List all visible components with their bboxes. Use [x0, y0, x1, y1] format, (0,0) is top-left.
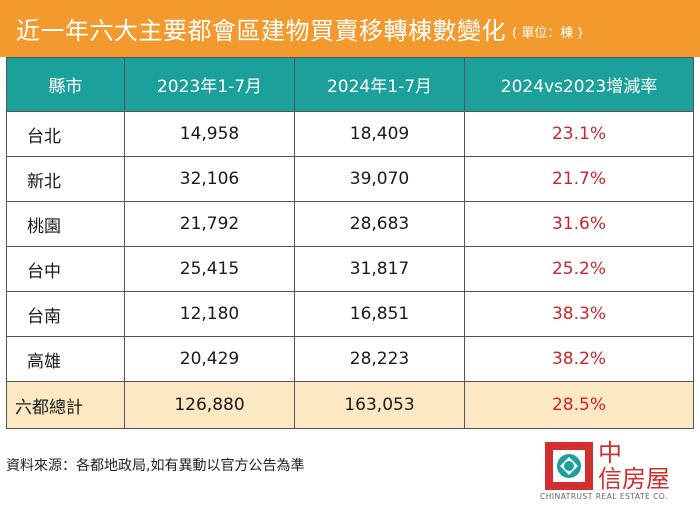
city-cell: 台南 — [6, 291, 125, 337]
title-bar: 近一年六大主要都會區建物買賣移轉棟數變化 ( 單位：棟 ) — [0, 0, 700, 57]
table-row: 台南 12,180 16,851 38.3% — [6, 291, 694, 337]
total-2024-cell: 163,053 — [294, 381, 465, 429]
header-row: 縣市 2023年1-7月 2024年1-7月 2024vs2023增減率 — [6, 57, 694, 112]
rate-cell: 25.2% — [464, 246, 694, 292]
table-row: 桃園 21,792 28,683 31.6% — [6, 201, 694, 247]
value-2024-cell: 16,851 — [294, 291, 465, 337]
value-2023-cell: 32,106 — [124, 156, 295, 202]
city-cell: 台中 — [6, 246, 125, 292]
value-2023-cell: 25,415 — [124, 246, 295, 292]
table-row: 新北 32,106 39,070 21.7% — [6, 156, 694, 202]
rate-cell: 31.6% — [464, 201, 694, 247]
value-2024-cell: 39,070 — [294, 156, 465, 202]
total-rate-cell: 28.5% — [464, 381, 694, 429]
unit-note: ( 單位：棟 ) — [512, 26, 583, 41]
total-row: 六都總計 126,880 163,053 28.5% — [6, 381, 694, 429]
data-table: 縣市 2023年1-7月 2024年1-7月 2024vs2023增減率 台北 … — [6, 57, 694, 429]
header-city: 縣市 — [6, 57, 125, 112]
total-label-cell: 六都總計 — [6, 381, 125, 429]
header-rate: 2024vs2023增減率 — [464, 57, 694, 112]
rate-cell: 38.3% — [464, 291, 694, 337]
rate-cell: 23.1% — [464, 111, 694, 157]
value-2024-cell: 18,409 — [294, 111, 465, 157]
value-2024-cell: 31,817 — [294, 246, 465, 292]
total-2023-cell: 126,880 — [124, 381, 295, 429]
table-row: 台中 25,415 31,817 25.2% — [6, 246, 694, 292]
city-cell: 台北 — [6, 111, 125, 157]
value-2023-cell: 12,180 — [124, 291, 295, 337]
table-row: 台北 14,958 18,409 23.1% — [6, 111, 694, 157]
value-2023-cell: 20,429 — [124, 336, 295, 382]
logo-english: CHINATRUST REAL ESTATE CO. — [540, 492, 668, 501]
city-cell: 高雄 — [6, 336, 125, 382]
city-cell: 桃園 — [6, 201, 125, 247]
city-cell: 新北 — [6, 156, 125, 202]
logo-name-line1: 中 — [598, 439, 622, 467]
table-row: 高雄 20,429 28,223 38.2% — [6, 336, 694, 382]
logo-name-line2: 信房屋 — [598, 465, 670, 493]
rate-cell: 38.2% — [464, 336, 694, 382]
company-logo: 中 信房屋 CHINATRUST REAL ESTATE CO. — [540, 437, 696, 503]
page-title: 近一年六大主要都會區建物買賣移轉棟數變化 — [16, 17, 506, 45]
source-note: 資料來源：各都地政局,如有異動以官方公告為準 — [6, 458, 305, 474]
value-2024-cell: 28,683 — [294, 201, 465, 247]
logo-mark-icon — [545, 442, 593, 490]
header-2024: 2024年1-7月 — [294, 57, 465, 112]
rate-cell: 21.7% — [464, 156, 694, 202]
value-2023-cell: 21,792 — [124, 201, 295, 247]
value-2023-cell: 14,958 — [124, 111, 295, 157]
value-2024-cell: 28,223 — [294, 336, 465, 382]
header-2023: 2023年1-7月 — [124, 57, 295, 112]
